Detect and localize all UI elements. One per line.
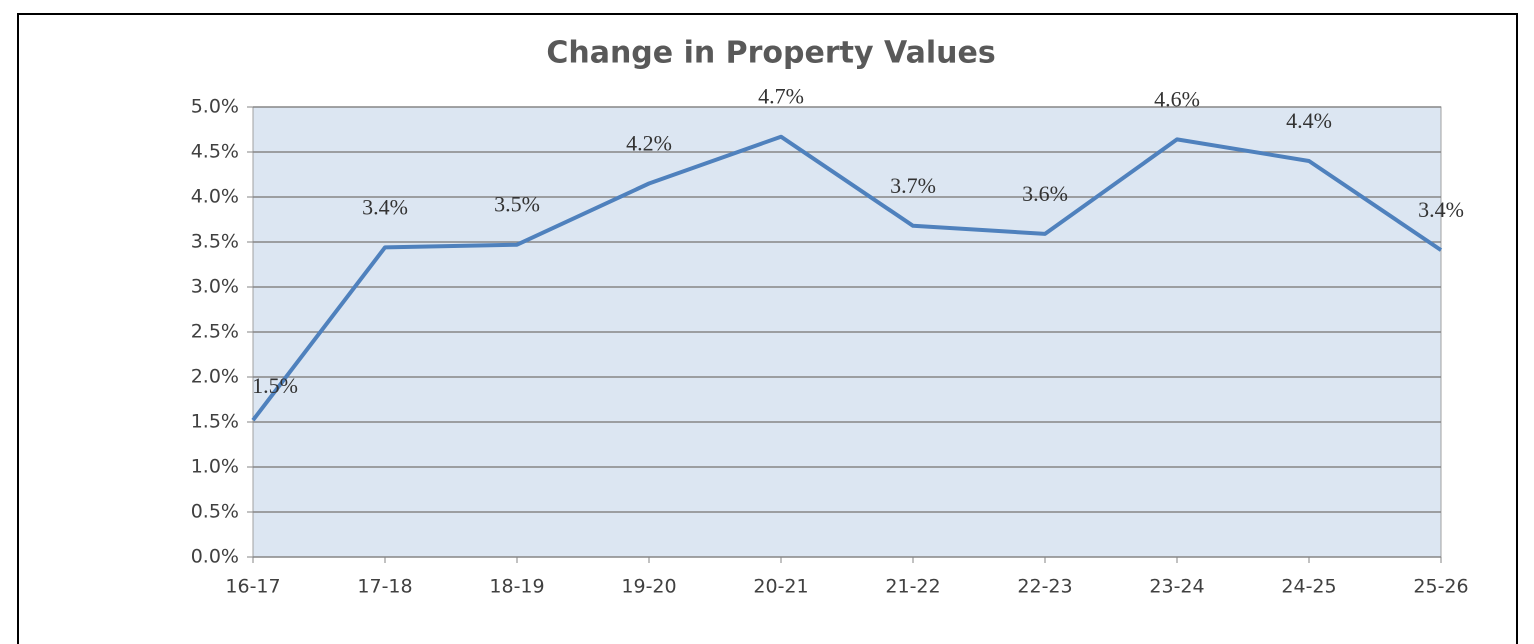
x-tick-label: 20-21 [753,576,808,598]
line [251,134,1443,422]
y-tick-label: 5.0% [191,96,239,118]
data-label: 3.5% [494,192,540,217]
data-label: 4.4% [1286,108,1332,133]
y-tick-label: 3.5% [191,231,239,253]
data-label: 4.6% [1154,86,1200,111]
y-tick-label: 4.0% [191,186,239,208]
x-tick-label: 25-26 [1413,576,1468,598]
data-label: 4.2% [626,131,672,156]
data-label: 3.7% [890,173,936,198]
y-tick-label: 4.5% [191,141,239,163]
x-tick-label: 23-24 [1149,576,1204,598]
y-tick-label: 3.0% [191,276,239,298]
y-tick-label: 2.0% [191,366,239,388]
x-tick-label: 24-25 [1281,576,1336,598]
x-tick-label: 21-22 [885,576,940,598]
y-tick-label: 0.0% [191,546,239,568]
chart-title: Change in Property Values [546,36,995,71]
data-label: 1.5% [252,373,298,398]
y-tick-label: 1.0% [191,456,239,478]
x-tick-label: 18-19 [489,576,544,598]
data-label: 3.6% [1022,181,1068,206]
x-tick-label: 22-23 [1017,576,1072,598]
x-tick-label: 19-20 [621,576,676,598]
y-tick-label: 1.5% [191,411,239,433]
data-label: 4.7% [758,84,804,109]
data-label: 3.4% [362,194,408,219]
x-tick-label: 16-17 [225,576,280,598]
y-tick-label: 2.5% [191,321,239,343]
x-tick-label: 17-18 [357,576,412,598]
data-label: 3.4% [1418,197,1464,222]
y-tick-label: 0.5% [191,501,239,523]
